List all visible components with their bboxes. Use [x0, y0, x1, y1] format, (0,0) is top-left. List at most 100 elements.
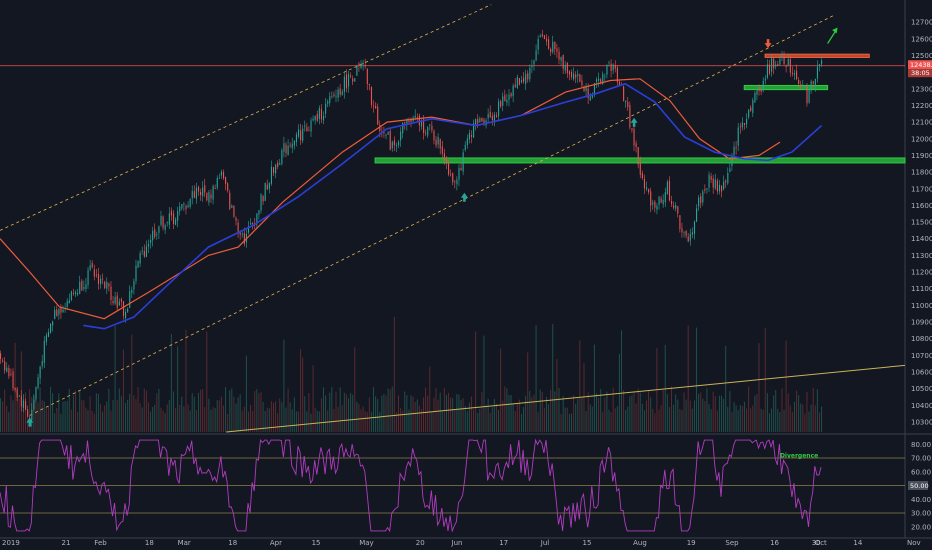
volume-bar [702, 398, 704, 432]
candle-body [802, 86, 804, 87]
candle-body [729, 168, 731, 173]
volume-bar [291, 409, 293, 432]
candle-body [791, 72, 793, 74]
price-tick-label: 10400.0 [911, 402, 932, 410]
candle-body [712, 178, 714, 188]
volume-bar [318, 411, 320, 432]
candle-body [2, 360, 4, 362]
volume-bar [456, 394, 458, 432]
candle-body [225, 177, 227, 184]
volume-bar [33, 395, 35, 432]
candle-body [166, 222, 168, 223]
candle-body [750, 107, 752, 111]
candle-body [762, 80, 764, 91]
candle-body [518, 78, 520, 85]
candle-body [350, 75, 352, 77]
volume-bar [243, 406, 245, 432]
candle-body [260, 194, 262, 211]
candle-body [535, 50, 537, 61]
candle-body [302, 128, 304, 141]
volume-bar [29, 389, 31, 432]
volume-bar [41, 400, 43, 432]
candle-body [337, 89, 339, 98]
volume-bar [264, 411, 266, 432]
volume-bar [643, 410, 645, 432]
volume-bar [379, 412, 381, 432]
volume-bar [227, 413, 229, 432]
candle-body [556, 48, 558, 52]
volume-bar [108, 388, 110, 432]
time-tick-label: Aug [633, 539, 647, 547]
volume-bar [281, 401, 283, 432]
price-tick-label: 12200.0 [911, 102, 932, 110]
candle-body [283, 143, 285, 152]
candle-body [689, 233, 691, 241]
candle-body [743, 123, 746, 125]
volume-bar [443, 387, 445, 432]
candle-body [147, 244, 150, 247]
down-arrow-icon-3 [764, 39, 772, 49]
volume-bar [558, 388, 560, 432]
volume-bar [420, 408, 422, 432]
volume-bar [668, 407, 670, 432]
volume-bar [752, 405, 754, 432]
volume-bar [593, 344, 595, 432]
volume-bar [100, 403, 102, 432]
volume-bar [543, 407, 545, 432]
volume-bar [285, 407, 287, 432]
volume-bar [218, 400, 220, 432]
volume-bar [54, 413, 56, 432]
volume-bar [323, 387, 324, 432]
volume-bar [452, 398, 454, 432]
candle-body [625, 100, 627, 103]
volume-bar [739, 405, 741, 432]
volume-bar [662, 390, 664, 432]
volume-bar [45, 407, 47, 432]
volume-bar [304, 396, 306, 432]
volume-bar [625, 409, 627, 432]
candle-body [548, 39, 550, 49]
candle-body [281, 150, 283, 164]
candle-body [568, 71, 570, 75]
rsi-value-label: 50.00 [910, 482, 929, 490]
candle-body [560, 57, 562, 61]
candle-body [6, 367, 8, 372]
volume-bar [81, 400, 83, 432]
volume-bar [685, 399, 687, 432]
price-tick-label: 11600.0 [911, 202, 932, 210]
volume-bar [587, 392, 589, 432]
time-tick-label: Jul [540, 539, 550, 547]
volume-bar [514, 411, 516, 432]
candle-body [429, 124, 431, 126]
volume-bar [237, 397, 239, 432]
volume-bar [200, 389, 202, 432]
candle-body [423, 119, 425, 134]
volume-bar [541, 391, 543, 432]
volume-bar [610, 412, 612, 432]
candle-body [650, 191, 652, 206]
candle-body [137, 261, 139, 268]
candle-body [62, 309, 64, 313]
volume-bar [760, 408, 762, 432]
candle-body [593, 83, 596, 95]
volume-bar [389, 389, 391, 432]
volume-bar [341, 405, 343, 432]
volume-bar [660, 405, 662, 432]
volume-bar [193, 396, 195, 432]
volume-bar [598, 397, 600, 432]
candle-body [675, 205, 677, 209]
time-tick-label: 18 [145, 539, 154, 547]
volume-bar [295, 411, 297, 432]
candle-body [237, 222, 239, 232]
zone-2 [764, 53, 870, 58]
volume-bar [581, 397, 583, 432]
volume-bar [750, 408, 752, 432]
candle-body [435, 139, 437, 146]
volume-bar [62, 401, 64, 432]
candle-body [220, 171, 222, 176]
volume-bar [787, 393, 789, 432]
volume-bar [320, 398, 322, 432]
candle-body [77, 293, 79, 295]
candle-body [731, 157, 733, 166]
candle-body [45, 335, 47, 342]
